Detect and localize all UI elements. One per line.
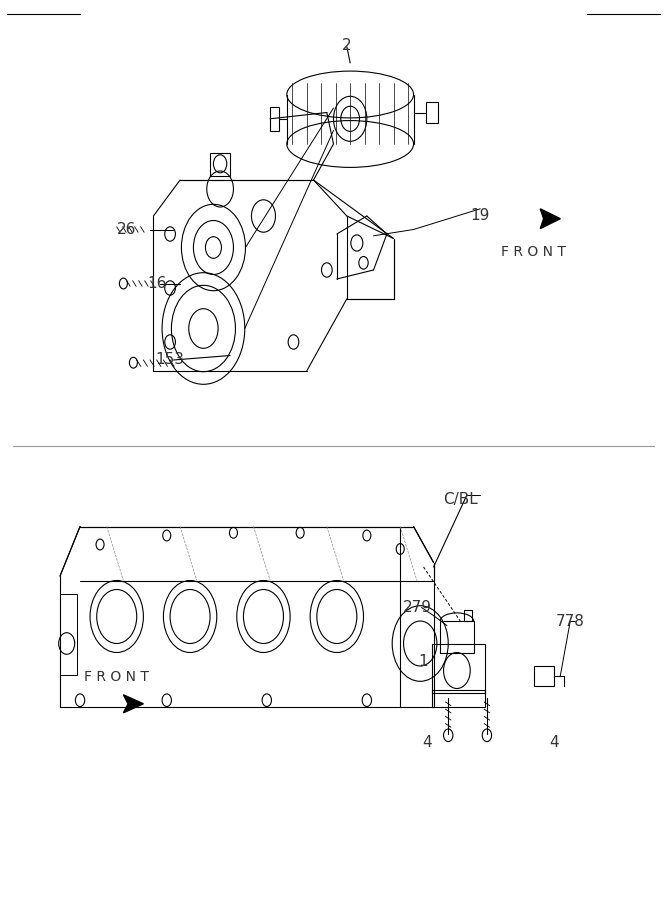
Text: 19: 19 [470, 209, 490, 223]
Text: 778: 778 [556, 614, 585, 628]
Text: 4: 4 [422, 735, 432, 750]
Text: 279: 279 [402, 600, 432, 615]
Polygon shape [540, 209, 560, 229]
Text: 2: 2 [342, 38, 352, 52]
Text: 1: 1 [419, 654, 428, 669]
Text: 153: 153 [155, 353, 185, 367]
Text: 4: 4 [549, 735, 558, 750]
Text: C/BL: C/BL [443, 492, 478, 507]
Text: 16: 16 [147, 276, 167, 291]
Text: F R O N T: F R O N T [84, 670, 149, 684]
Text: 26: 26 [117, 222, 137, 237]
Polygon shape [123, 695, 143, 713]
Text: F R O N T: F R O N T [501, 245, 566, 259]
